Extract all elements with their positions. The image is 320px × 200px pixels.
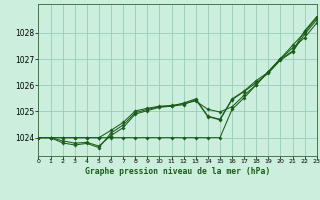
X-axis label: Graphe pression niveau de la mer (hPa): Graphe pression niveau de la mer (hPa) (85, 167, 270, 176)
